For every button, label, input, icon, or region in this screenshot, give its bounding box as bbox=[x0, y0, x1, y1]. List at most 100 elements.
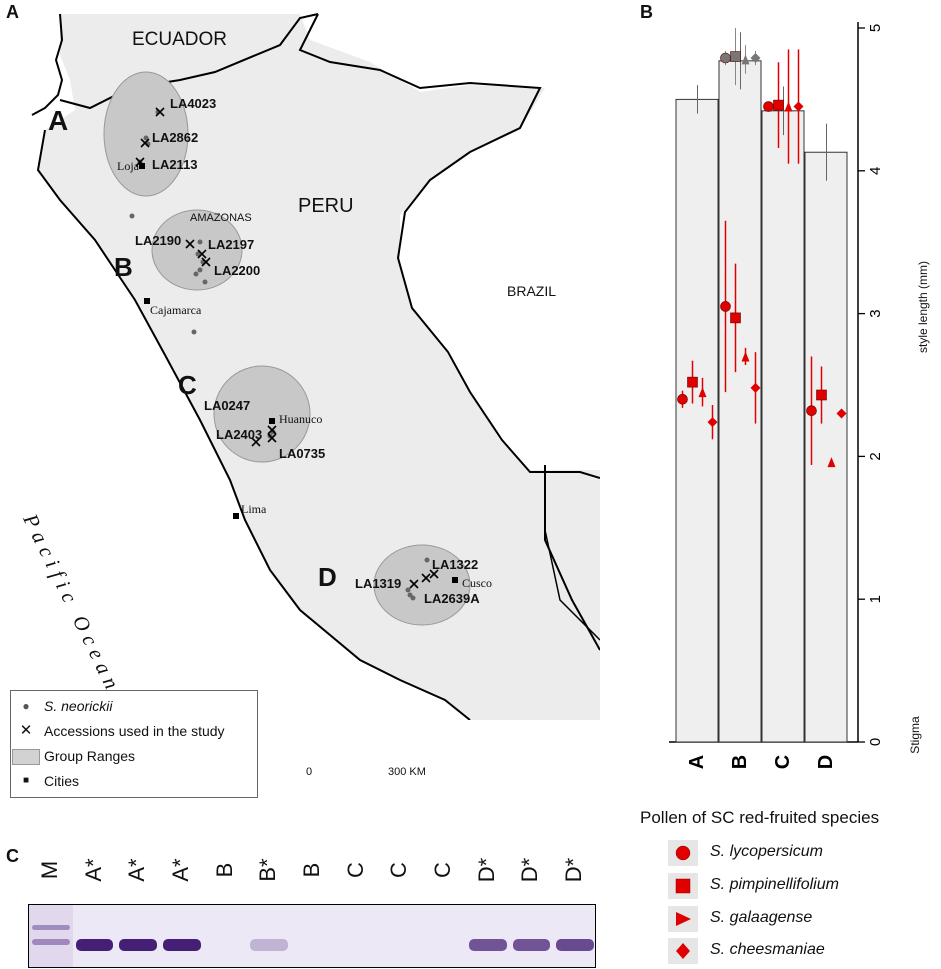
gel-band bbox=[556, 939, 594, 951]
pollen-point-diamond bbox=[836, 408, 847, 419]
city-cajamarca: Cajamarca bbox=[150, 303, 202, 317]
circle-marker-icon bbox=[668, 840, 698, 866]
scale-end: 300 KM bbox=[388, 766, 426, 778]
bar-C bbox=[761, 110, 805, 743]
y-tick-label: 2 bbox=[867, 452, 884, 460]
gel-marker-band bbox=[32, 925, 70, 930]
accession-la2200: LA2200 bbox=[214, 263, 261, 278]
gel-lane bbox=[334, 905, 379, 967]
accession-la2190: LA2190 bbox=[135, 233, 182, 248]
y-tick-label: 0 bbox=[867, 738, 884, 746]
pollen-legend-item: S. pimpinellifolium bbox=[710, 876, 839, 893]
gel-lane bbox=[378, 905, 423, 967]
gel-lane bbox=[291, 905, 335, 967]
pollen-point-square bbox=[816, 389, 827, 401]
gel-lane bbox=[422, 905, 466, 967]
pollen-point-triangle bbox=[827, 457, 836, 468]
map-legend: ● S. neorickii ✕ Accessions used in the … bbox=[10, 690, 258, 798]
accession-la2113: LA2113 bbox=[152, 157, 198, 172]
range-swatch-icon bbox=[11, 745, 41, 767]
peru-map bbox=[31, 13, 600, 720]
legend-neorickii: S. neorickii bbox=[44, 698, 113, 714]
east-border-2 bbox=[544, 529, 600, 641]
city-loja: Loja bbox=[117, 159, 139, 173]
label-peru: PERU bbox=[298, 195, 354, 217]
gel-image bbox=[28, 904, 596, 968]
city-square-icon: ■ bbox=[22, 775, 30, 786]
y-tick-label: 4 bbox=[867, 167, 884, 175]
category-label-B: B bbox=[729, 755, 751, 769]
city-huanuco: Huanuco bbox=[279, 412, 323, 426]
gel-lane bbox=[553, 905, 595, 967]
category-label-A: A bbox=[686, 755, 708, 769]
panel-b-letter: B bbox=[640, 2, 653, 22]
square-marker-icon bbox=[668, 873, 698, 899]
gel-lane bbox=[29, 905, 73, 967]
gel-lane-label: D* bbox=[561, 857, 587, 883]
y-tick-label: 3 bbox=[867, 309, 884, 317]
accession-la1322: LA1322 bbox=[432, 557, 479, 572]
pollen-legend-item: S. galaagense bbox=[710, 909, 813, 926]
accession-la2639a: LA2639A bbox=[424, 591, 480, 606]
scale-start: 0 bbox=[306, 766, 313, 778]
label-ecuador: ECUADOR bbox=[132, 29, 228, 50]
accession-la0247: LA0247 bbox=[204, 398, 251, 413]
coastline bbox=[31, 13, 471, 720]
gel-band bbox=[75, 939, 114, 951]
diamond-marker-icon bbox=[668, 938, 698, 964]
pollen-legend: Pollen of SC red-fruited species S. lyco… bbox=[640, 808, 930, 964]
range-b bbox=[151, 209, 243, 291]
pollen-legend-item: S. cheesmaniae bbox=[710, 941, 825, 958]
gel-band bbox=[32, 939, 70, 945]
neorickii-points bbox=[129, 109, 430, 601]
group-letter-a: A bbox=[48, 105, 69, 136]
chart-ylabel: style length (mm) bbox=[916, 260, 930, 354]
gel-lane-labels: M A* A* A* B B* B C C C D* D* D* bbox=[28, 840, 596, 902]
accession-crosses bbox=[135, 107, 439, 589]
label-amazonas: AMAZONAS bbox=[190, 212, 252, 224]
pollen-point-circle bbox=[720, 301, 731, 312]
gel-lane bbox=[72, 905, 117, 967]
cross-icon: ✕ bbox=[19, 722, 33, 739]
group-letter-b: B bbox=[114, 252, 133, 282]
panel-c-letter: C bbox=[6, 846, 19, 866]
pollen-point-circle bbox=[763, 101, 774, 112]
legend-accessions: Accessions used in the study bbox=[44, 723, 225, 739]
gel-lane bbox=[116, 905, 161, 967]
ecuador-border bbox=[59, 13, 319, 110]
neorickii-point-square bbox=[730, 51, 741, 62]
accession-la2197: LA2197 bbox=[208, 237, 255, 252]
gel-band bbox=[119, 939, 158, 951]
city-lima: Lima bbox=[241, 502, 267, 516]
category-label-D: D bbox=[815, 755, 837, 769]
land-mass bbox=[38, 14, 600, 720]
accession-la2862: LA2862 bbox=[152, 130, 199, 145]
gel-band bbox=[163, 939, 201, 951]
accession-la2403: LA2403 bbox=[216, 427, 263, 442]
gel-band bbox=[468, 939, 507, 951]
pollen-point-circle bbox=[677, 393, 688, 405]
y-tick-label: 1 bbox=[867, 595, 884, 603]
pollen-point-triangle bbox=[698, 387, 707, 398]
group-letter-d: D bbox=[318, 562, 337, 592]
gel-lane bbox=[509, 905, 554, 967]
city-markers bbox=[139, 163, 458, 583]
pollen-point-triangle bbox=[741, 351, 750, 362]
neorickii-dot-icon: ● bbox=[22, 699, 30, 713]
accession-la4023: LA4023 bbox=[170, 96, 217, 111]
neorickii-point-circle bbox=[720, 52, 731, 64]
bar-B bbox=[718, 60, 762, 743]
group-letter-c: C bbox=[178, 370, 197, 400]
category-label-C: C bbox=[772, 755, 794, 769]
pollen-point-square bbox=[773, 99, 784, 111]
gel-lane bbox=[203, 905, 248, 967]
city-cusco: Cusco bbox=[462, 576, 492, 590]
pollen-point-square bbox=[730, 312, 741, 324]
pollen-point-diamond bbox=[793, 101, 804, 112]
neorickii-point-diamond bbox=[750, 52, 761, 63]
style-length-chart: 0 1 2 3 4 5 A B C D bbox=[669, 22, 884, 769]
range-d bbox=[373, 544, 471, 626]
range-c bbox=[213, 365, 311, 463]
neorickii-point-triangle bbox=[741, 54, 750, 65]
pollen-point-square bbox=[687, 376, 698, 388]
